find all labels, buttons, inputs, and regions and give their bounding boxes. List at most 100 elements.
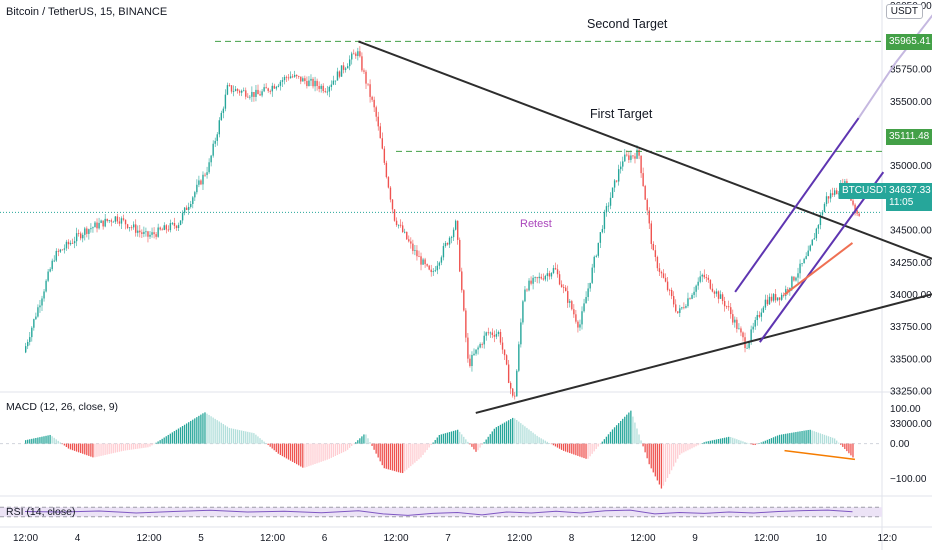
macd-histogram-bar <box>807 429 809 444</box>
time-tick-label: 12:00 <box>507 533 532 544</box>
macd-histogram-bar <box>175 429 178 444</box>
candle-body <box>565 287 567 292</box>
macd-histogram-bar <box>524 426 526 444</box>
macd-histogram-bar <box>562 443 565 451</box>
candle-body <box>316 80 318 87</box>
candle-body <box>263 87 265 92</box>
candle-body <box>41 298 43 306</box>
candle-body <box>457 220 459 240</box>
macd-histogram-bar <box>605 436 608 444</box>
macd-divergence-line <box>784 449 856 461</box>
macd-histogram-bar <box>542 439 544 444</box>
macd-histogram-bar <box>677 443 679 459</box>
candle-body <box>795 277 797 281</box>
macd-histogram-bar <box>744 442 746 444</box>
candle-body <box>243 90 245 92</box>
candle-body <box>344 68 347 70</box>
candle-body <box>228 85 231 86</box>
macd-histogram-bar <box>638 434 640 444</box>
candle-body <box>569 301 571 303</box>
macd-histogram-bar <box>104 443 106 455</box>
macd-histogram-bar <box>642 443 644 447</box>
macd-tick-label: −100.00 <box>890 474 927 485</box>
macd-histogram-bar <box>836 440 838 444</box>
macd-histogram-bar <box>418 443 420 460</box>
candle-body <box>88 229 90 234</box>
candle-body <box>200 180 202 185</box>
price-tick-label: 34500.00 <box>890 226 932 237</box>
candle-body <box>296 74 298 77</box>
candle-body <box>689 298 691 300</box>
macd-histogram-bar <box>147 443 149 448</box>
candle-body <box>291 76 294 78</box>
candle-body <box>285 76 288 78</box>
macd-histogram-bar <box>61 443 63 445</box>
macd-histogram-bar <box>646 443 648 459</box>
candle-body <box>454 220 457 230</box>
macd-histogram-bar <box>271 443 273 449</box>
candle-body <box>575 314 577 322</box>
candle-body <box>509 382 512 389</box>
macd-histogram-bar <box>558 443 561 449</box>
macd-histogram-bar <box>361 436 363 444</box>
candle-body <box>538 276 540 279</box>
macd-histogram-bar <box>477 443 479 451</box>
macd-histogram-bar <box>491 431 493 444</box>
macd-histogram-bar <box>51 436 53 444</box>
candle-body <box>94 222 96 228</box>
macd-histogram-bar <box>691 443 693 449</box>
candle-body <box>257 89 259 95</box>
candle-body <box>238 90 241 93</box>
macd-histogram-bar <box>662 443 665 486</box>
macd-histogram-bar <box>69 443 72 450</box>
candle-body <box>77 233 80 234</box>
candle-body <box>183 207 186 213</box>
candle-body <box>556 269 559 275</box>
macd-histogram-bar <box>135 443 137 450</box>
candle-body <box>145 231 147 233</box>
candle-body <box>126 224 129 229</box>
macd-histogram-bar <box>754 443 756 446</box>
candle-body <box>730 307 732 315</box>
candle-body <box>346 66 349 69</box>
candle-body <box>49 269 51 272</box>
candle-body <box>440 257 443 263</box>
macd-histogram-bar <box>310 443 312 466</box>
macd-histogram-bar <box>214 418 216 444</box>
candle-body <box>746 347 748 349</box>
macd-histogram-bar <box>338 443 341 455</box>
candle-body <box>503 349 506 356</box>
candle-body <box>646 199 648 211</box>
macd-histogram-bar <box>369 442 371 444</box>
candle-body <box>589 282 591 289</box>
macd-histogram-bar <box>448 432 451 444</box>
candle-body <box>96 222 98 229</box>
macd-histogram-bar <box>522 424 524 444</box>
candle-body <box>27 341 29 347</box>
macd-histogram-bar <box>571 443 573 454</box>
candle-body <box>67 241 70 245</box>
candle-body <box>271 85 273 92</box>
candle-body <box>418 256 420 258</box>
currency-button[interactable]: USDT <box>885 4 923 19</box>
candle-body <box>821 211 824 215</box>
macd-histogram-bar <box>507 420 510 444</box>
candle-body <box>487 332 489 334</box>
candle-body <box>157 227 159 237</box>
macd-histogram-bar <box>77 443 80 453</box>
candle-body <box>587 288 589 298</box>
macd-histogram-bar <box>595 443 597 449</box>
candle-body <box>47 271 49 281</box>
macd-histogram-bar <box>334 443 337 456</box>
macd-histogram-bar <box>385 443 387 469</box>
macd-histogram-bar <box>446 432 449 444</box>
macd-histogram-bar <box>454 430 457 444</box>
macd-histogram-bar <box>636 428 638 444</box>
candle-body <box>306 81 308 87</box>
candle-body <box>552 268 555 274</box>
macd-histogram-bar <box>302 443 304 468</box>
macd-histogram-bar <box>648 443 650 465</box>
candle-body <box>122 218 125 220</box>
macd-histogram-bar <box>693 443 695 448</box>
